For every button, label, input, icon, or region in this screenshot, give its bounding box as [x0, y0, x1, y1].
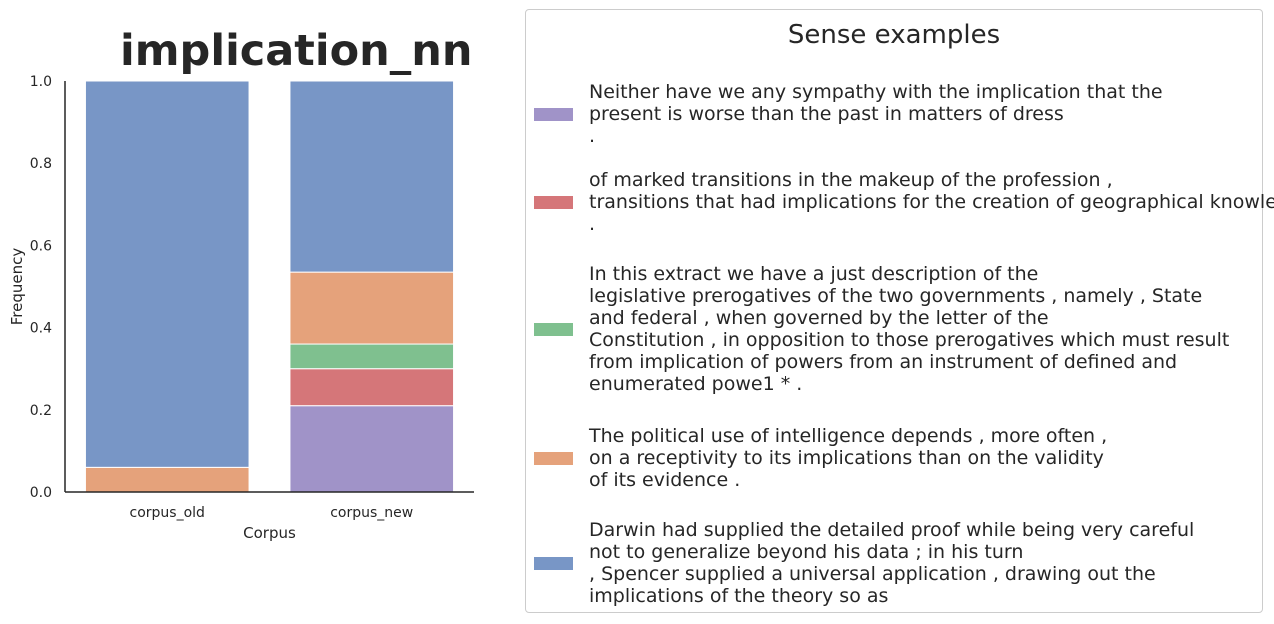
y-tick-label: 1.0	[30, 74, 52, 90]
legend-title: Sense examples	[787, 20, 1001, 50]
legend-swatch	[534, 556, 573, 570]
x-axis-label: Corpus	[243, 524, 296, 542]
legend-entry: Neither have we any sympathy with the im…	[534, 81, 1163, 147]
x-tick-label: corpus_new	[330, 505, 413, 521]
bar-segment	[289, 80, 455, 273]
legend-entry: The political use of intelligence depend…	[534, 425, 1107, 491]
y-tick-label: 0.8	[30, 156, 52, 172]
bar-segment	[289, 368, 455, 407]
legend-entry: Darwin had supplied the detailed proof w…	[534, 519, 1194, 607]
x-tick-label: corpus_old	[130, 505, 205, 521]
y-tick-label: 0.4	[30, 321, 52, 337]
legend-swatch	[534, 322, 573, 336]
legend-text: In this extract we have a just descripti…	[589, 263, 1230, 395]
legend-swatch	[534, 195, 573, 209]
legend-text: The political use of intelligence depend…	[589, 425, 1108, 491]
legend-swatch	[534, 107, 573, 121]
legend-text: Neither have we any sympathy with the im…	[589, 81, 1163, 147]
y-tick-label: 0.2	[30, 403, 52, 419]
chart-title: implication_nn	[120, 26, 473, 76]
bar-segment	[289, 405, 455, 493]
bar-segment	[84, 466, 250, 493]
y-tick-label: 0.0	[30, 485, 52, 501]
bar-segment	[289, 271, 455, 345]
legend-swatch	[534, 451, 573, 465]
bar-segment	[84, 80, 250, 468]
y-tick-label: 0.6	[30, 238, 52, 254]
legend-text: Darwin had supplied the detailed proof w…	[589, 519, 1195, 607]
legend-text: of marked transitions in the makeup of t…	[589, 169, 1274, 235]
legend-entry: In this extract we have a just descripti…	[534, 263, 1229, 395]
bar-chart: corpus_old corpus_new 0.0 0.2 0.4 0.6 0.8 1.0 Co…	[8, 74, 474, 542]
y-axis-label: Frequency	[8, 248, 26, 326]
legend: Sense examples Neither have we any sympa…	[525, 9, 1274, 613]
bar-segment	[289, 343, 455, 370]
legend-entry: of marked transitions in the makeup of t…	[534, 169, 1274, 235]
